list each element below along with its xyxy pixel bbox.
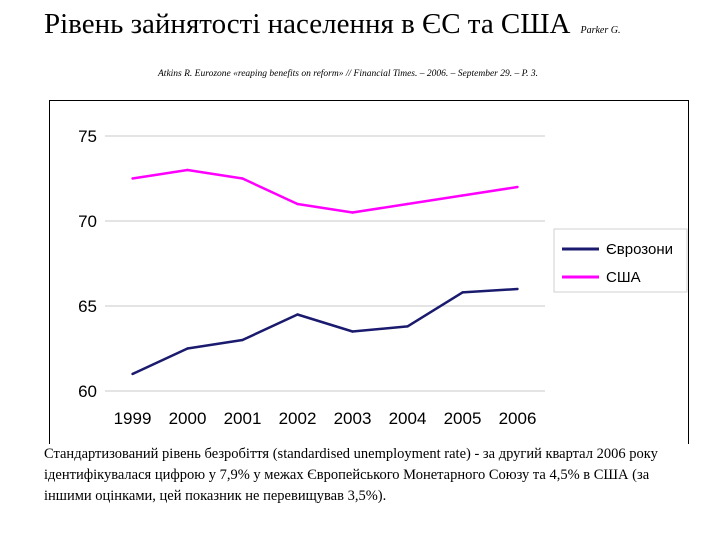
author-note: Parker G.	[580, 25, 621, 36]
data-point	[516, 185, 519, 189]
data-point	[351, 211, 354, 214]
data-point	[351, 330, 354, 333]
legend-label: США	[606, 269, 641, 286]
legend-box	[553, 228, 688, 293]
data-point	[461, 194, 464, 197]
caption-text: Стандартизований рівень безробіття (stan…	[44, 444, 694, 507]
x-tick-label: 2001	[224, 409, 262, 428]
data-point	[461, 291, 464, 294]
y-tick-label: 70	[78, 212, 97, 231]
line-chart: 60 65 70 75 1999 2000 2001 2002 2003 2004 2005 2006…	[49, 100, 689, 445]
series-line	[131, 287, 518, 376]
data-point	[516, 287, 519, 291]
data-point	[241, 177, 244, 180]
y-tick-label: 65	[78, 297, 97, 316]
x-tick-label: 2000	[169, 409, 207, 428]
data-point	[296, 313, 299, 316]
data-point	[186, 347, 189, 350]
legend-label: Єврозони	[606, 241, 673, 258]
y-tick-label: 60	[78, 382, 97, 401]
y-tick-label: 75	[78, 127, 97, 146]
x-tick-label: 1999	[114, 409, 152, 428]
data-point	[296, 202, 299, 206]
data-point	[406, 325, 409, 328]
slide-title: Рівень зайнятості населення в ЄС та США …	[44, 8, 704, 48]
data-point	[241, 338, 244, 342]
series-line	[132, 168, 518, 214]
data-point	[186, 168, 189, 172]
data-point	[131, 372, 134, 376]
x-tick-label: 2006	[499, 409, 537, 428]
x-tick-label: 2003	[334, 409, 372, 428]
citation: Atkins R. Eurozone «reaping benefits on …	[158, 69, 539, 79]
chart-canvas: 60 65 70 75 1999 2000 2001 2002 2003 2004 2005 2006…	[78, 127, 688, 428]
x-tick-label: 2005	[444, 409, 482, 428]
x-tick-label: 2002	[279, 409, 317, 428]
title-text: Рівень зайнятості населення в ЄС та США	[44, 8, 571, 40]
data-point	[131, 177, 134, 180]
x-tick-label: 2004	[389, 409, 427, 428]
data-point	[406, 202, 409, 206]
